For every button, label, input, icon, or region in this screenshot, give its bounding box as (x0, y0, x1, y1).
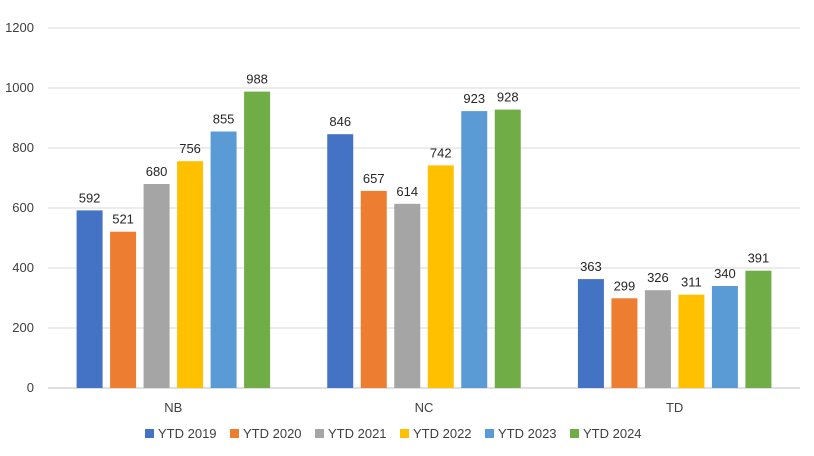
bar-td-ytd-2019 (577, 279, 604, 388)
legend-swatch (570, 429, 579, 438)
legend-swatch (400, 429, 409, 438)
legend-label: YTD 2021 (328, 426, 387, 441)
y-tick-label: 600 (12, 200, 34, 215)
legend-label: YTD 2022 (413, 426, 472, 441)
category-label-td: TD (666, 400, 683, 415)
data-label: 614 (396, 184, 418, 199)
legend: YTD 2019 YTD 2020 YTD 2021 YTD 2022 YTD 2023… (145, 426, 642, 441)
bar-nc-ytd-2020 (360, 190, 387, 388)
legend-swatch (315, 429, 324, 438)
data-label: 299 (614, 278, 636, 293)
bar-nb-ytd-2022 (177, 161, 204, 388)
data-label: 742 (430, 145, 452, 160)
bar-nc-ytd-2021 (394, 203, 421, 388)
data-label: 756 (179, 141, 201, 156)
data-label: 363 (580, 259, 602, 274)
category-labels: NB NC TD (164, 400, 683, 415)
y-tick-label: 800 (12, 140, 34, 155)
y-tick-label: 1200 (5, 20, 34, 35)
bar-td-ytd-2021 (644, 290, 671, 388)
data-label: 680 (146, 164, 168, 179)
bar-nb-ytd-2021 (143, 184, 170, 388)
legend-label: YTD 2020 (243, 426, 302, 441)
category-label-nc: NC (415, 400, 434, 415)
data-label: 657 (363, 171, 385, 186)
y-tick-label: 1000 (5, 80, 34, 95)
legend-swatch (230, 429, 239, 438)
legend-label: YTD 2024 (583, 426, 642, 441)
data-label: 311 (681, 275, 702, 290)
bar-nb-ytd-2024 (244, 91, 271, 388)
data-label: 855 (213, 112, 235, 127)
y-tick-label: 0 (27, 380, 34, 395)
legend-swatch (485, 429, 494, 438)
bars (76, 91, 772, 388)
data-label: 391 (748, 251, 770, 266)
data-label: 326 (647, 270, 669, 285)
data-label: 846 (329, 114, 351, 129)
bar-nb-ytd-2020 (110, 231, 137, 388)
category-label-nb: NB (164, 400, 182, 415)
data-label: 340 (714, 266, 736, 281)
bar-nc-ytd-2022 (427, 165, 454, 388)
y-axis-ticks: 0 200 400 600 800 1000 1200 (5, 20, 34, 395)
data-label: 592 (79, 190, 101, 205)
bar-nc-ytd-2023 (461, 111, 488, 388)
data-label: 988 (246, 72, 268, 87)
data-labels: 592 521 680 756 855 988 846 657 614 742 923 928 363 2… (79, 72, 770, 294)
gridlines (48, 27, 800, 389)
y-tick-label: 200 (12, 320, 34, 335)
bar-td-ytd-2023 (711, 286, 738, 388)
bar-td-ytd-2024 (745, 270, 772, 388)
bar-nb-ytd-2023 (210, 131, 237, 388)
bar-td-ytd-2020 (611, 298, 638, 388)
data-label: 521 (112, 212, 134, 227)
bar-td-ytd-2022 (678, 294, 705, 388)
legend-label: YTD 2023 (498, 426, 557, 441)
legend-swatch (145, 429, 154, 438)
y-tick-label: 400 (12, 260, 34, 275)
data-label: 923 (463, 91, 485, 106)
data-label: 928 (497, 90, 519, 105)
bar-nb-ytd-2019 (76, 210, 103, 388)
legend-label: YTD 2019 (158, 426, 217, 441)
bar-nc-ytd-2019 (327, 134, 354, 388)
bar-nc-ytd-2024 (494, 109, 521, 388)
